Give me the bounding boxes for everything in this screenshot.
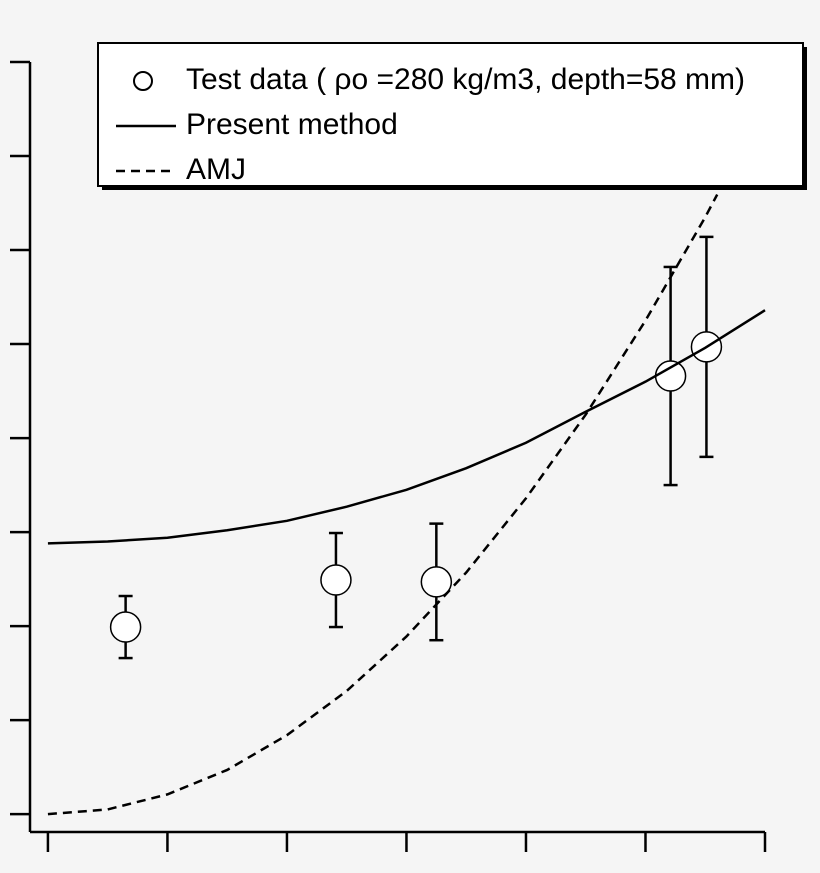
data-point bbox=[109, 611, 142, 643]
legend-label: AMJ bbox=[186, 153, 246, 186]
data-point bbox=[420, 566, 453, 598]
legend bbox=[97, 42, 804, 187]
data-point bbox=[654, 360, 687, 392]
legend-label: Test data ( ρo =280 kg/m3, depth=58 mm) bbox=[186, 63, 745, 96]
legend-label: Present method bbox=[186, 108, 398, 141]
data-point bbox=[320, 564, 352, 596]
series-line bbox=[47, 309, 766, 545]
legend-symbol bbox=[133, 71, 153, 91]
series-line bbox=[47, 193, 719, 816]
